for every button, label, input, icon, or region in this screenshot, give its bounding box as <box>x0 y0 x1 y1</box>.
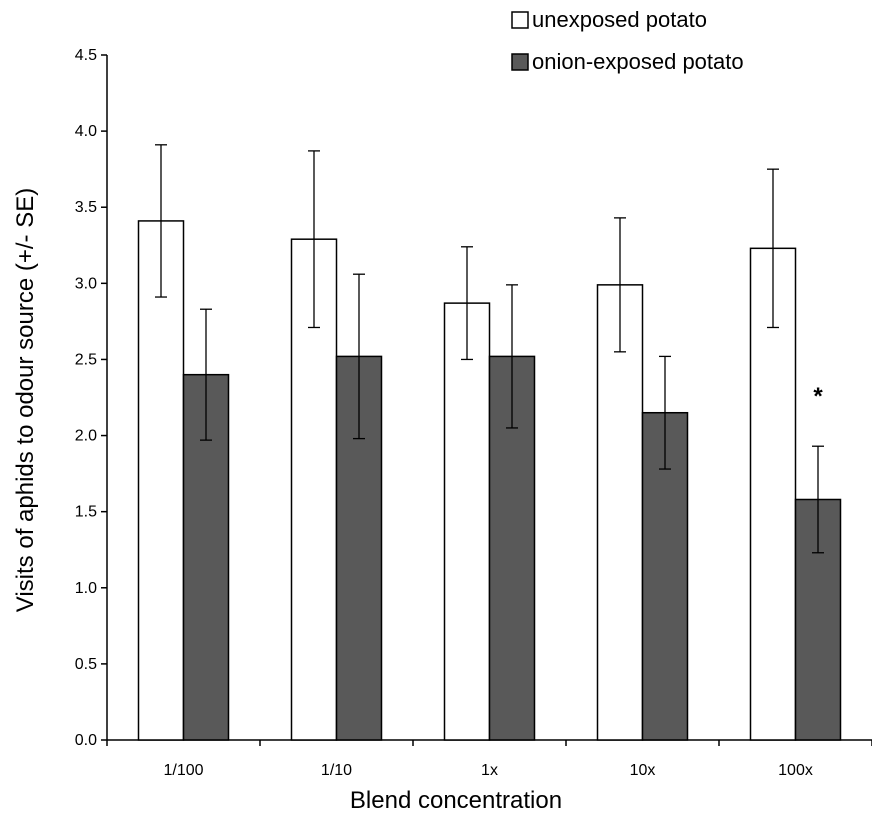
y-tick-label: 0.0 <box>75 732 97 749</box>
y-tick-label: 2.5 <box>75 351 97 368</box>
x-axis-title: Blend concentration <box>350 787 562 813</box>
x-tick-label: 1x <box>481 762 498 779</box>
legend: unexposed potato onion-exposed potato <box>511 7 744 74</box>
x-tick-label: 1/10 <box>321 762 352 779</box>
y-axis: 0.0 0.5 1.0 1.5 2.0 2.5 3.0 3.5 4.0 4.5 <box>75 47 108 749</box>
x-tick-label: 10x <box>630 762 656 779</box>
x-axis: 1/100 1/10 1x 10x 100x <box>106 739 872 779</box>
annotations: * <box>813 383 823 410</box>
y-tick-label: 1.0 <box>75 580 97 597</box>
y-tick-label: 4.5 <box>75 47 97 64</box>
legend-swatch-onion-exposed <box>511 53 529 71</box>
x-tick-label: 100x <box>778 762 813 779</box>
bar <box>749 247 797 741</box>
x-tick-label: 1/100 <box>163 762 203 779</box>
y-axis-title: Visits of aphids to odour source (+/- SE… <box>12 188 39 612</box>
legend-label-unexposed: unexposed potato <box>532 7 707 32</box>
y-tick-label: 0.5 <box>75 656 97 673</box>
y-tick-label: 4.0 <box>75 123 97 140</box>
bar <box>137 220 185 741</box>
bar <box>443 302 491 741</box>
y-tick-label: 1.5 <box>75 504 97 521</box>
legend-label-onion-exposed: onion-exposed potato <box>532 49 744 74</box>
error-bars <box>155 144 824 554</box>
significance-marker: * <box>813 383 823 410</box>
y-tick-label: 2.0 <box>75 428 97 445</box>
bar <box>596 284 644 741</box>
bars <box>137 220 842 741</box>
legend-swatch-unexposed <box>511 11 529 29</box>
y-tick-label: 3.5 <box>75 199 97 216</box>
y-tick-label: 3.0 <box>75 275 97 292</box>
